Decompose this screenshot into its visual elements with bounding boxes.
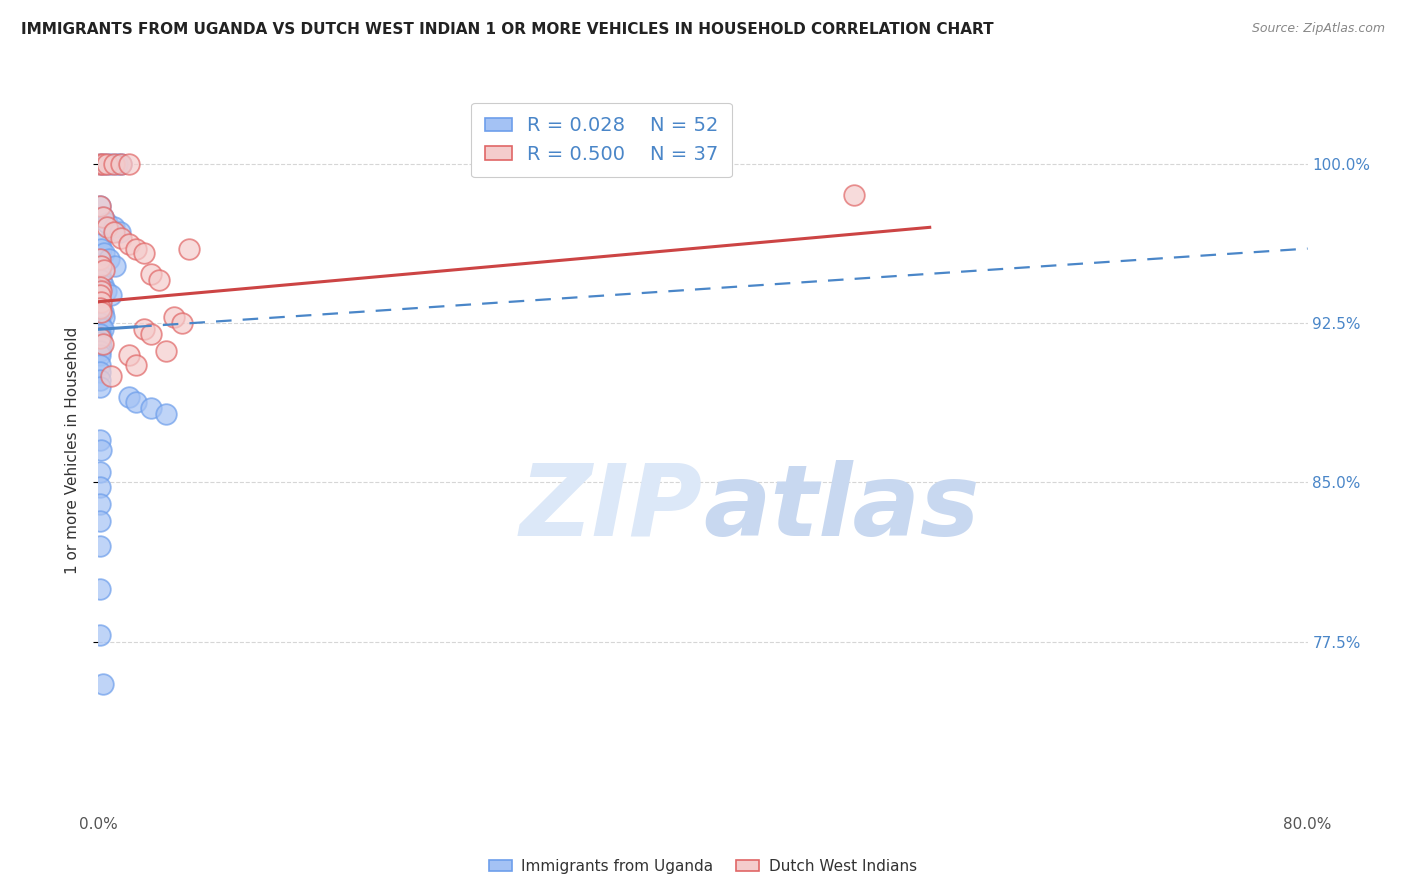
Point: [96, 220, 118, 235]
Point: [170, 316, 193, 330]
Point: [100, 369, 122, 384]
Point: [90, 242, 112, 256]
Y-axis label: 1 or more Vehicles in Household: 1 or more Vehicles in Household: [65, 326, 80, 574]
Point: [94, 156, 117, 170]
Point: [91, 277, 114, 292]
Point: [89, 326, 111, 341]
Point: [91, 337, 114, 351]
Point: [90, 305, 112, 319]
Point: [118, 237, 141, 252]
Point: [91, 305, 114, 319]
Point: [89, 365, 111, 379]
Text: atlas: atlas: [703, 459, 980, 557]
Point: [89, 497, 111, 511]
Point: [103, 225, 125, 239]
Point: [89, 373, 111, 387]
Point: [132, 245, 155, 260]
Point: [89, 433, 111, 447]
Point: [155, 407, 177, 421]
Point: [89, 199, 111, 213]
Legend: R = 0.028    N = 52, R = 0.500    N = 37: R = 0.028 N = 52, R = 0.500 N = 37: [471, 103, 733, 178]
Point: [100, 156, 122, 170]
Point: [89, 359, 111, 373]
Point: [108, 225, 131, 239]
Text: Source: ZipAtlas.com: Source: ZipAtlas.com: [1251, 22, 1385, 36]
Point: [90, 284, 112, 298]
Point: [89, 628, 111, 642]
Point: [89, 288, 111, 302]
Point: [89, 280, 111, 294]
Point: [141, 326, 163, 341]
Point: [89, 334, 111, 349]
Point: [104, 259, 127, 273]
Point: [125, 394, 148, 409]
Point: [91, 322, 114, 336]
Point: [103, 156, 125, 170]
Point: [163, 310, 186, 324]
Point: [89, 316, 111, 330]
Point: [89, 301, 111, 315]
Point: [90, 320, 112, 334]
Point: [89, 199, 111, 213]
Point: [89, 331, 111, 345]
Point: [90, 339, 112, 353]
Point: [118, 348, 141, 362]
Point: [100, 288, 122, 302]
Legend: Immigrants from Uganda, Dutch West Indians: Immigrants from Uganda, Dutch West India…: [484, 853, 922, 880]
Point: [89, 348, 111, 362]
Point: [844, 188, 866, 202]
Point: [89, 465, 111, 479]
Point: [90, 301, 112, 315]
Point: [89, 237, 111, 252]
Point: [91, 210, 114, 224]
Point: [90, 294, 112, 309]
Point: [141, 401, 163, 415]
Point: [125, 359, 148, 373]
Point: [89, 343, 111, 358]
Point: [141, 267, 163, 281]
Point: [93, 310, 115, 324]
Point: [90, 156, 112, 170]
Point: [110, 156, 132, 170]
Point: [90, 259, 112, 273]
Point: [90, 443, 112, 458]
Point: [91, 210, 114, 224]
Point: [90, 331, 112, 345]
Point: [89, 380, 111, 394]
Point: [118, 390, 141, 404]
Point: [89, 539, 111, 553]
Point: [93, 245, 115, 260]
Point: [91, 156, 114, 170]
Point: [105, 156, 128, 170]
Point: [94, 284, 117, 298]
Point: [89, 252, 111, 267]
Point: [89, 294, 111, 309]
Point: [89, 479, 111, 493]
Point: [110, 156, 132, 170]
Point: [96, 156, 118, 170]
Point: [98, 252, 121, 267]
Point: [96, 216, 118, 230]
Point: [148, 273, 170, 287]
Point: [179, 242, 201, 256]
Point: [132, 322, 155, 336]
Text: ZIP: ZIP: [520, 459, 703, 557]
Point: [110, 231, 132, 245]
Point: [118, 156, 141, 170]
Point: [89, 156, 111, 170]
Point: [89, 582, 111, 596]
Text: IMMIGRANTS FROM UGANDA VS DUTCH WEST INDIAN 1 OR MORE VEHICLES IN HOUSEHOLD CORR: IMMIGRANTS FROM UGANDA VS DUTCH WEST IND…: [21, 22, 994, 37]
Point: [93, 262, 115, 277]
Point: [103, 220, 125, 235]
Point: [89, 267, 111, 281]
Point: [125, 242, 148, 256]
Point: [91, 677, 114, 691]
Point: [155, 343, 177, 358]
Point: [89, 514, 111, 528]
Point: [90, 273, 112, 287]
